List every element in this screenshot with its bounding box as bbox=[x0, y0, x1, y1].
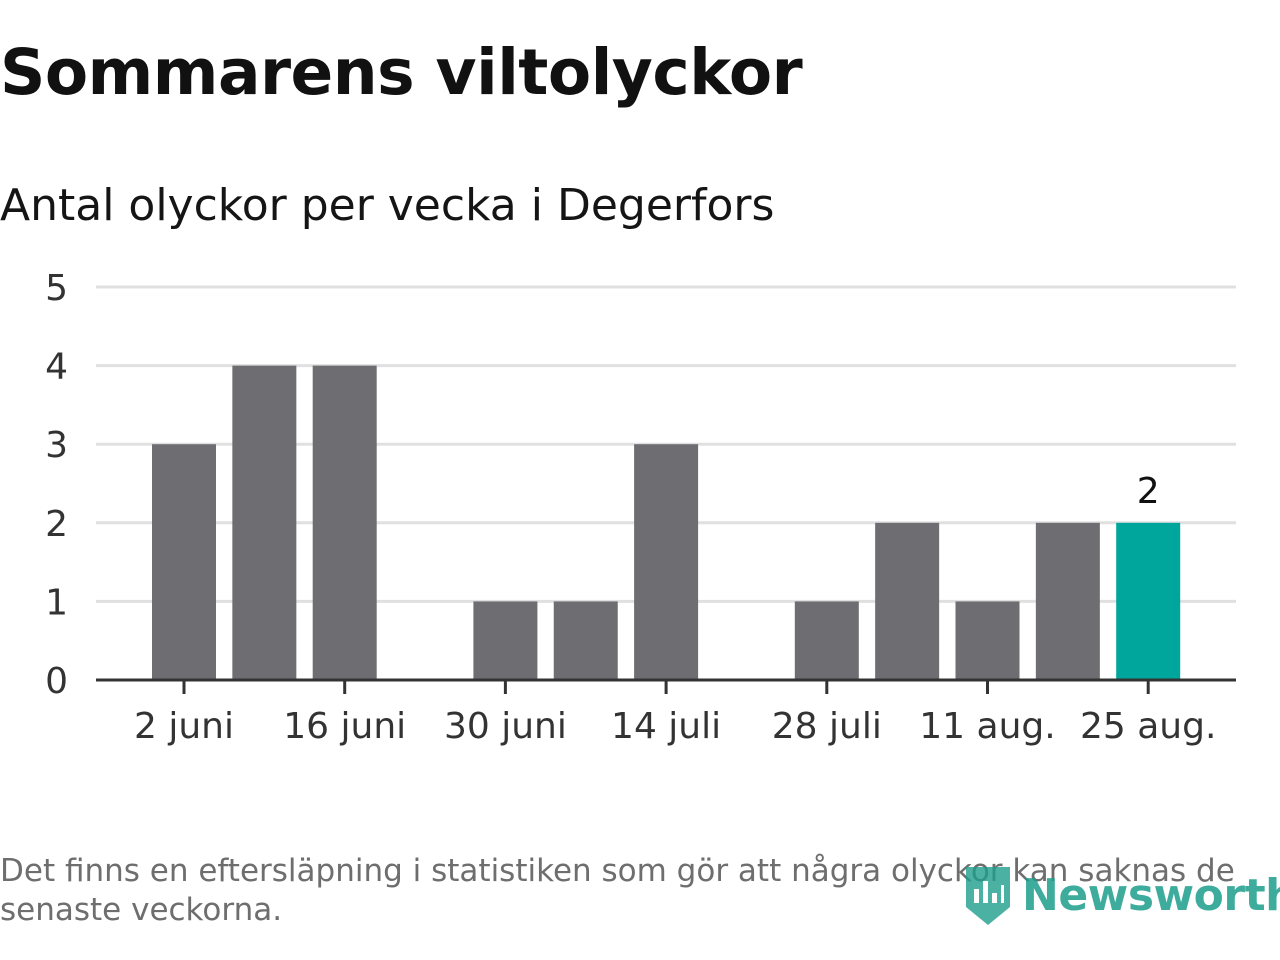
y-tick-label: 5 bbox=[45, 268, 68, 309]
bars: 2 bbox=[152, 365, 1181, 680]
bar bbox=[312, 365, 377, 680]
footnote: Det finns en eftersläpning i statistiken… bbox=[0, 853, 1235, 928]
data-label: 2 bbox=[1137, 471, 1160, 512]
bar bbox=[473, 601, 538, 680]
bar bbox=[955, 601, 1020, 680]
x-tick-label: 2 juni bbox=[134, 706, 234, 747]
y-tick-label: 4 bbox=[45, 347, 68, 388]
bar bbox=[1035, 522, 1100, 680]
bar bbox=[875, 522, 940, 680]
bar-chart: 2 0 1 2 3 4 5 2 juni 16 juni 30 juni 14 juli 28 ju… bbox=[45, 268, 1236, 747]
axes: 0 1 2 3 4 5 2 juni 16 juni 30 juni 14 juli 28 juli… bbox=[45, 268, 1236, 747]
newsworthy-logo-icon bbox=[966, 867, 1010, 925]
x-tick-label: 14 juli bbox=[611, 706, 721, 747]
x-tick-label: 30 juni bbox=[444, 706, 567, 747]
y-tick-label: 0 bbox=[45, 661, 68, 702]
y-tick-label: 3 bbox=[45, 425, 68, 466]
logo-text: Newsworthy bbox=[1022, 869, 1280, 921]
x-tick-label: 16 juni bbox=[283, 706, 406, 747]
bar bbox=[232, 365, 297, 680]
chart-title: Sommarens viltolyckor bbox=[0, 36, 803, 109]
x-tick-label: 11 aug. bbox=[919, 706, 1055, 747]
bar bbox=[794, 601, 859, 680]
y-tick-label: 1 bbox=[45, 582, 68, 623]
bar bbox=[553, 601, 618, 680]
bar bbox=[152, 444, 216, 680]
x-tick-label: 28 juli bbox=[772, 706, 882, 747]
chart-subtitle: Antal olyckor per vecka i Degerfors bbox=[0, 180, 775, 231]
newsworthy-logo: Newsworthy bbox=[962, 862, 1280, 928]
x-tick-label: 25 aug. bbox=[1080, 706, 1216, 747]
y-tick-label: 2 bbox=[45, 504, 68, 545]
bar-highlighted bbox=[1116, 522, 1181, 680]
bar bbox=[634, 444, 699, 680]
